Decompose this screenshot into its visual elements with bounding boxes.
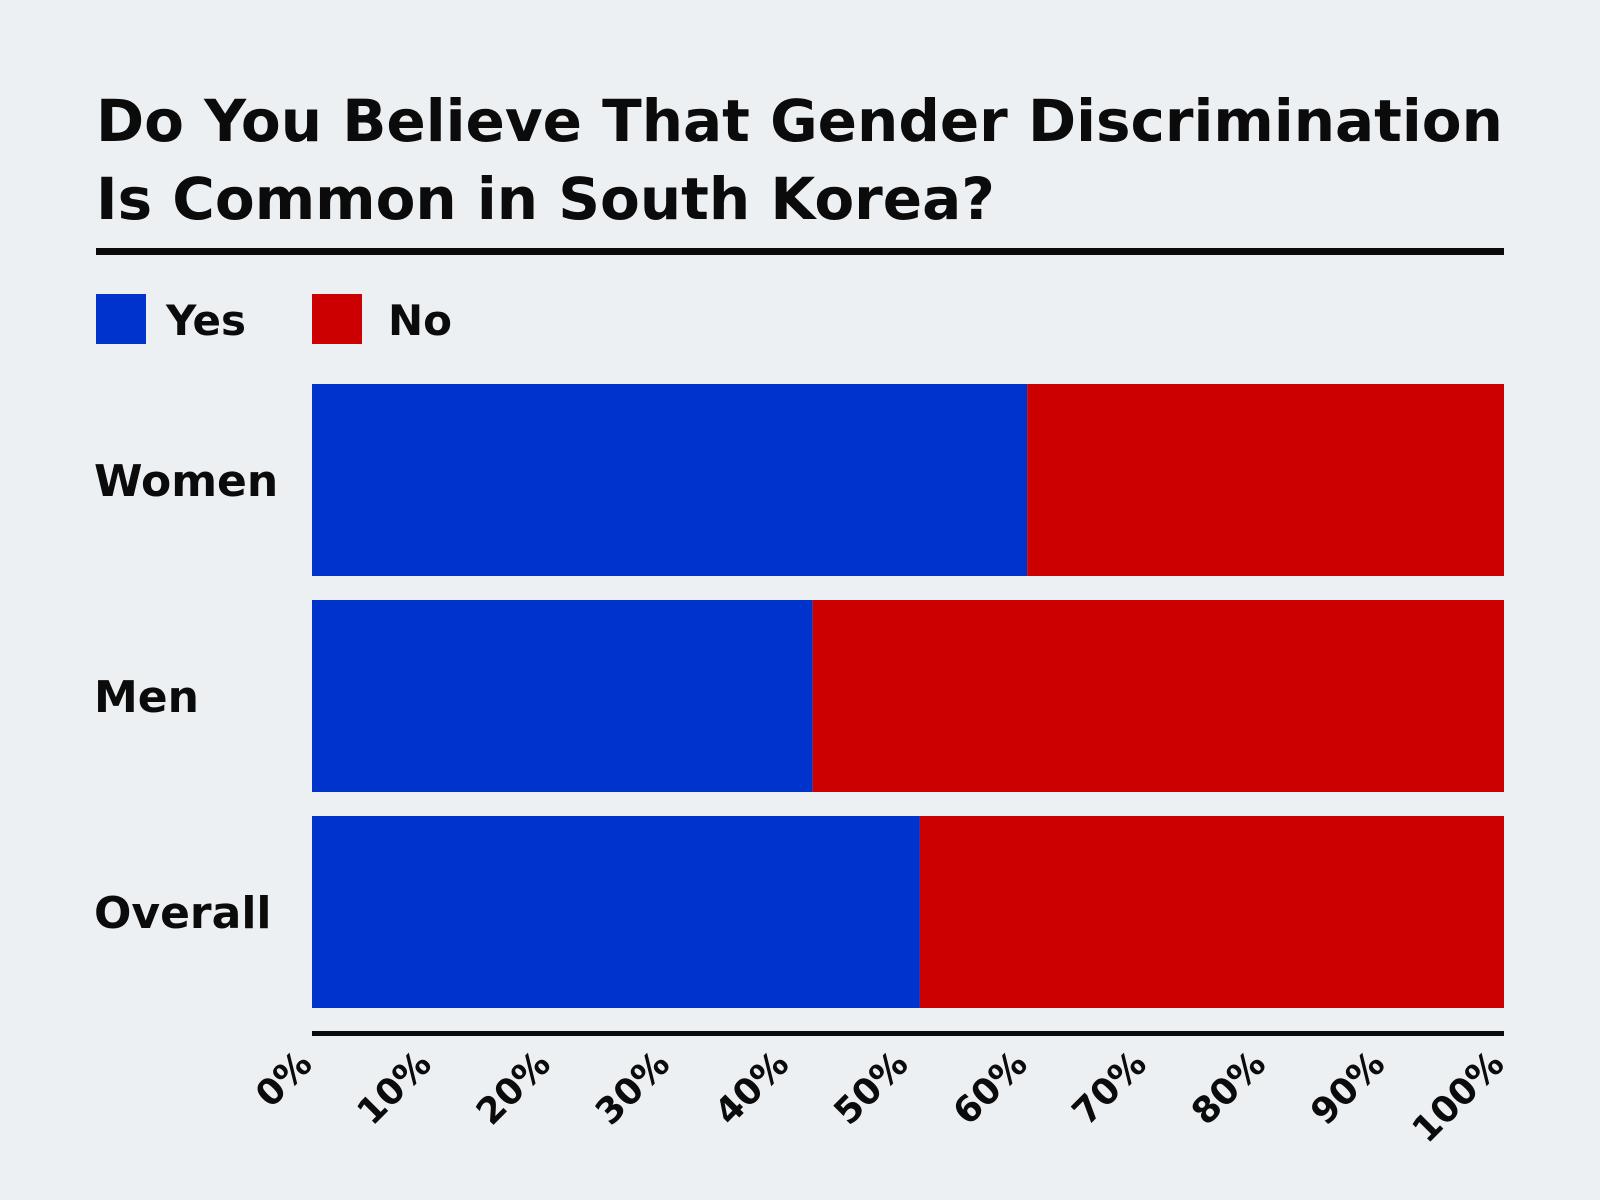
legend-swatch-yes xyxy=(96,294,146,344)
chart-title-line-1: Do You Believe That Gender Discriminatio… xyxy=(96,87,1503,155)
bar-area xyxy=(312,384,1504,1008)
category-label-overall: Overall xyxy=(94,888,271,939)
bar-men-yes xyxy=(312,600,813,792)
bar-overall-yes xyxy=(312,816,920,1008)
legend-swatch-no xyxy=(312,294,362,344)
category-labels: Women Men Overall xyxy=(94,456,278,939)
category-label-men: Men xyxy=(94,672,199,723)
bar-women-no xyxy=(1027,384,1504,576)
category-label-women: Women xyxy=(94,456,278,507)
legend: Yes No xyxy=(96,294,452,345)
legend-label-yes: Yes xyxy=(165,296,246,345)
chart-title-line-2: Is Common in South Korea? xyxy=(96,165,995,233)
bar-women-yes xyxy=(312,384,1028,576)
legend-label-no: No xyxy=(388,296,452,345)
x-axis-line xyxy=(312,1031,1504,1036)
bar-overall-no xyxy=(919,816,1504,1008)
bar-men-no xyxy=(812,600,1504,792)
title-underline xyxy=(96,248,1504,255)
